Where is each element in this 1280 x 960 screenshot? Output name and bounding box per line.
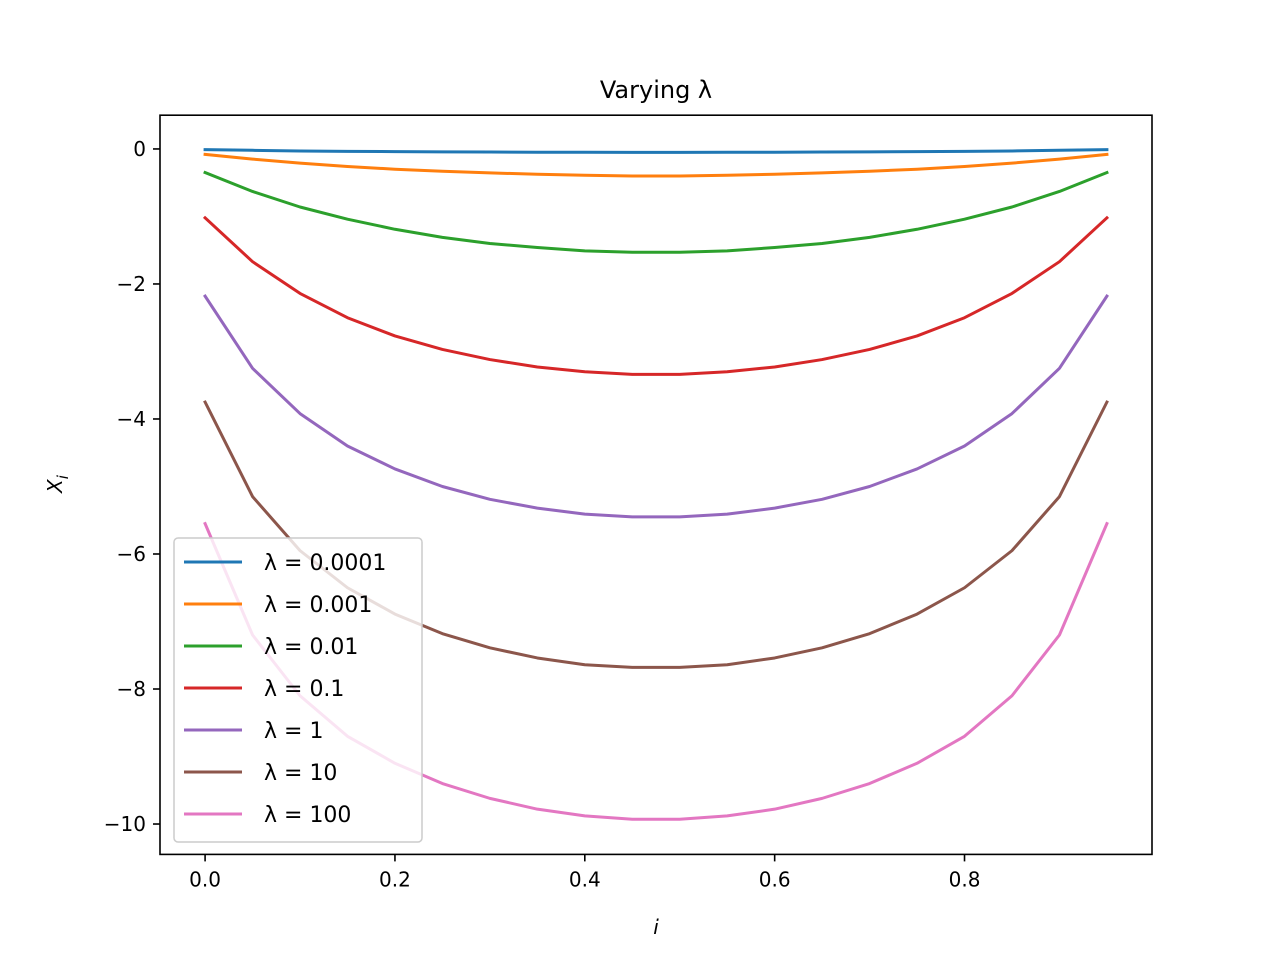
y-axis: 0 −2 −4 −6 −8 −10 — [104, 137, 160, 836]
series-line-2 — [203, 170, 1109, 254]
legend-label: λ = 100 — [264, 803, 351, 828]
y-tick-label: −4 — [117, 407, 146, 431]
svg-text:Xi: Xi — [43, 474, 72, 494]
legend-label: λ = 1 — [264, 719, 323, 744]
legend-label: λ = 10 — [264, 761, 337, 786]
y-axis-label: Xi — [43, 474, 72, 494]
y-tick-label: 0 — [133, 137, 146, 161]
y-tick-label: −6 — [117, 542, 146, 566]
y-tick-label: −10 — [104, 812, 146, 836]
x-tick-label: 0.6 — [759, 867, 791, 891]
y-tick-label: −8 — [117, 677, 146, 701]
x-axis-label: i — [653, 915, 659, 939]
series-line-0 — [203, 148, 1109, 154]
legend-box — [173, 537, 423, 843]
legend-label: λ = 0.001 — [264, 593, 372, 618]
legend-label: λ = 0.01 — [264, 635, 358, 660]
chart-title: Varying λ — [600, 76, 712, 104]
x-tick-label: 0.0 — [189, 867, 221, 891]
legend: λ = 0.0001 λ = 0.001 λ = 0.01 λ = 0.1 λ = 1 λ… — [173, 537, 423, 843]
x-axis: 0.0 0.2 0.4 0.6 0.8 — [189, 854, 980, 891]
x-tick-label: 0.2 — [379, 867, 411, 891]
series-line-4 — [203, 294, 1109, 519]
y-tick-label: −2 — [117, 272, 146, 296]
series-line-1 — [203, 152, 1109, 178]
plot-frame — [159, 114, 1153, 856]
legend-label: λ = 0.0001 — [264, 551, 386, 576]
series-line-3 — [202, 215, 1110, 376]
legend-label: λ = 0.1 — [264, 677, 344, 702]
x-tick-label: 0.4 — [569, 867, 601, 891]
x-tick-label: 0.8 — [949, 867, 981, 891]
